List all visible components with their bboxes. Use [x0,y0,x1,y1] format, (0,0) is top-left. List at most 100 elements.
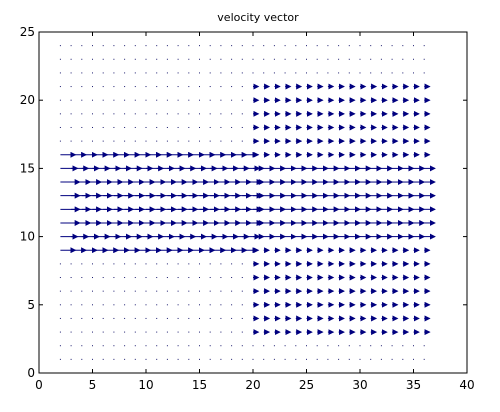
zero-vector-dot [113,113,115,115]
zero-vector-dot [92,72,93,74]
zero-vector-dot [413,345,414,347]
zero-vector-dot [263,72,265,74]
zero-vector-dot [231,140,233,142]
y-tick-label: 5 [27,298,35,312]
zero-vector-dot [59,263,61,265]
y-tick-label: 15 [20,161,35,175]
x-axis: 0 5 10 15 20 25 30 35 40 [35,32,475,392]
zero-vector-dot [92,277,93,279]
zero-vector-dot [241,126,243,128]
zero-vector-dot [92,140,93,142]
zero-vector-dot [209,86,211,88]
zero-vector-dot [166,126,168,128]
x-tick-label: 0 [35,378,43,392]
zero-vector-dot [166,277,168,279]
zero-vector-dot [241,140,243,142]
zero-vector-dot [156,290,158,292]
zero-vector-dot [263,358,265,360]
zero-vector-dot [284,58,286,60]
zero-vector-dot [70,58,72,60]
zero-vector-dot [166,317,168,319]
zero-vector-dot [156,345,158,347]
zero-vector-dot [413,58,414,60]
zero-vector-dot [188,317,190,319]
zero-vector-dot [188,345,190,347]
zero-vector-dot [231,263,233,265]
zero-vector-dot [145,58,147,60]
zero-vector-dot [402,358,404,360]
zero-vector-dot [124,86,126,88]
x-tick-label: 30 [352,378,367,392]
y-tick-label: 20 [20,93,35,107]
zero-vector-dot [59,290,61,292]
zero-vector-dot [209,277,211,279]
zero-vector-dot [359,58,361,60]
zero-vector-dot [92,99,93,101]
zero-vector-dot [220,113,222,115]
zero-vector-dot [423,345,425,347]
zero-vector-dot [113,304,115,306]
zero-vector-dot [70,86,72,88]
x-tick-label: 20 [245,378,260,392]
zero-vector-dot [209,45,211,47]
zero-vector-dot [295,45,297,47]
zero-vector-dot [241,277,243,279]
zero-vector-dot [134,86,136,88]
zero-vector-dot [327,345,329,347]
zero-vector-dot [113,58,115,60]
zero-vector-dot [81,263,83,265]
zero-vector-dot [156,86,158,88]
zero-vector-dot [92,331,93,333]
zero-vector-dot [370,45,372,47]
zero-vector-dot [273,58,275,60]
zero-vector-dot [134,126,136,128]
zero-vector-dot [380,72,382,74]
zero-vector-dot [209,263,211,265]
zero-vector-dot [102,86,104,88]
zero-vector-dot [338,45,340,47]
zero-vector-dot [81,331,83,333]
zero-vector-dot [59,304,61,306]
zero-vector-dot [166,140,168,142]
zero-vector-dot [177,58,179,60]
zero-vector-dot [199,277,200,279]
zero-vector-dot [209,140,211,142]
zero-vector-dot [59,331,61,333]
zero-vector-dot [145,45,147,47]
zero-vector-dot [134,331,136,333]
zero-vector-dot [231,331,233,333]
zero-vector-dot [124,358,126,360]
zero-vector-dot [166,58,168,60]
zero-vector-dot [113,277,115,279]
zero-vector-dot [92,263,93,265]
zero-vector-dot [209,113,211,115]
zero-vector-dot [252,45,254,47]
zero-vector-dot [70,290,72,292]
zero-vector-dot [92,304,93,306]
zero-vector-dot [156,58,158,60]
zero-vector-dot [199,126,200,128]
zero-vector-dot [209,345,211,347]
zero-vector-dot [145,345,147,347]
zero-vector-dot [59,140,61,142]
zero-vector-dot [92,126,93,128]
zero-vector-dot [273,358,275,360]
zero-vector-dot [70,99,72,101]
zero-vector-dot [156,304,158,306]
zero-vector-dot [59,86,61,88]
zero-vector-dot [348,58,350,60]
zero-vector-dot [209,99,211,101]
zero-vector-dot [370,58,372,60]
zero-vector-dot [295,58,297,60]
zero-vector-dot [134,72,136,74]
zero-vector-dot [220,126,222,128]
zero-vector-dot [70,345,72,347]
zero-vector-dot [220,99,222,101]
zero-vector-dot [124,113,126,115]
zero-vector-dot [241,263,243,265]
zero-vector-dot [156,140,158,142]
zero-vector-dot [166,345,168,347]
zero-vector-dot [220,140,222,142]
zero-vector-dot [188,263,190,265]
zero-vector-dot [134,140,136,142]
